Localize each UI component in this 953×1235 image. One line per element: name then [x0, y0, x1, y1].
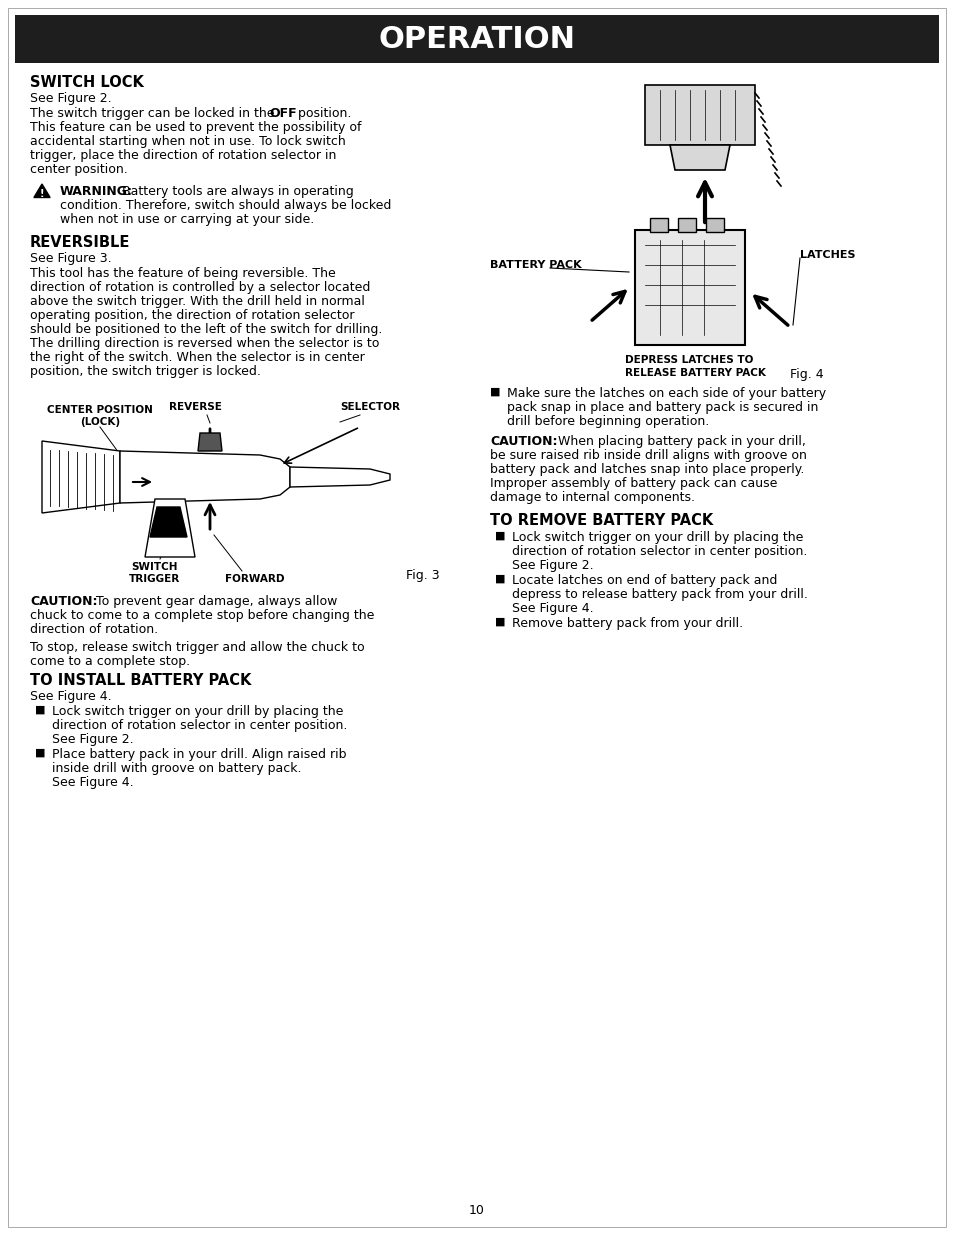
Text: TRIGGER: TRIGGER — [130, 574, 180, 584]
Text: direction of rotation selector in center position.: direction of rotation selector in center… — [512, 545, 806, 558]
Text: Lock switch trigger on your drill by placing the: Lock switch trigger on your drill by pla… — [512, 531, 802, 543]
Text: See Figure 4.: See Figure 4. — [52, 776, 133, 789]
Text: REVERSIBLE: REVERSIBLE — [30, 235, 131, 249]
Text: center position.: center position. — [30, 163, 128, 177]
Bar — [635, 230, 744, 345]
Text: Locate latches on end of battery pack and: Locate latches on end of battery pack an… — [512, 574, 777, 587]
Text: WARNING:: WARNING: — [60, 185, 132, 198]
Text: BATTERY PACK: BATTERY PACK — [490, 261, 581, 270]
Text: Place battery pack in your drill. Align raised rib: Place battery pack in your drill. Align … — [52, 748, 346, 761]
Text: should be positioned to the left of the switch for drilling.: should be positioned to the left of the … — [30, 324, 382, 336]
Text: See Figure 3.: See Figure 3. — [30, 252, 112, 266]
Text: come to a complete stop.: come to a complete stop. — [30, 655, 190, 668]
Text: SELECTOR: SELECTOR — [339, 403, 399, 412]
Text: 10: 10 — [469, 1204, 484, 1216]
Polygon shape — [120, 451, 290, 503]
Text: pack snap in place and battery pack is secured in: pack snap in place and battery pack is s… — [506, 401, 818, 414]
Text: This feature can be used to prevent the possibility of: This feature can be used to prevent the … — [30, 121, 361, 135]
Text: trigger, place the direction of rotation selector in: trigger, place the direction of rotation… — [30, 149, 336, 162]
Text: ■: ■ — [495, 531, 505, 541]
Text: SWITCH: SWITCH — [132, 562, 178, 572]
Text: direction of rotation is controlled by a selector located: direction of rotation is controlled by a… — [30, 282, 370, 294]
Text: See Figure 4.: See Figure 4. — [512, 601, 593, 615]
Text: TO INSTALL BATTERY PACK: TO INSTALL BATTERY PACK — [30, 673, 251, 688]
Text: Make sure the latches on each side of your battery: Make sure the latches on each side of yo… — [506, 387, 825, 400]
Text: ■: ■ — [35, 705, 46, 715]
Text: Fig. 3: Fig. 3 — [406, 569, 439, 582]
Text: when not in use or carrying at your side.: when not in use or carrying at your side… — [60, 212, 314, 226]
Bar — [644, 85, 754, 144]
Polygon shape — [145, 499, 194, 557]
Polygon shape — [290, 467, 390, 487]
Text: depress to release battery pack from your drill.: depress to release battery pack from you… — [512, 588, 807, 601]
Text: inside drill with groove on battery pack.: inside drill with groove on battery pack… — [52, 762, 301, 776]
Text: See Figure 2.: See Figure 2. — [30, 91, 112, 105]
Text: FORWARD: FORWARD — [225, 574, 284, 584]
Text: position.: position. — [294, 107, 351, 120]
Text: be sure raised rib inside drill aligns with groove on: be sure raised rib inside drill aligns w… — [490, 450, 806, 462]
Polygon shape — [42, 441, 120, 513]
Text: See Figure 2.: See Figure 2. — [512, 559, 593, 572]
Text: drill before beginning operation.: drill before beginning operation. — [506, 415, 708, 429]
Text: direction of rotation selector in center position.: direction of rotation selector in center… — [52, 719, 347, 732]
Text: battery pack and latches snap into place properly.: battery pack and latches snap into place… — [490, 463, 803, 475]
Text: RELEASE BATTERY PACK: RELEASE BATTERY PACK — [624, 368, 765, 378]
Text: CAUTION:: CAUTION: — [490, 435, 557, 448]
Text: Fig. 4: Fig. 4 — [789, 368, 822, 382]
Text: !: ! — [40, 189, 44, 199]
Text: ■: ■ — [35, 748, 46, 758]
Text: (LOCK): (LOCK) — [80, 417, 120, 427]
Text: To prevent gear damage, always allow: To prevent gear damage, always allow — [91, 595, 337, 608]
Text: chuck to come to a complete stop before changing the: chuck to come to a complete stop before … — [30, 609, 374, 622]
Text: See Figure 4.: See Figure 4. — [30, 690, 112, 703]
Polygon shape — [198, 433, 222, 451]
Text: The switch trigger can be locked in the: The switch trigger can be locked in the — [30, 107, 278, 120]
Text: Lock switch trigger on your drill by placing the: Lock switch trigger on your drill by pla… — [52, 705, 343, 718]
Text: When placing battery pack in your drill,: When placing battery pack in your drill, — [554, 435, 805, 448]
Text: Improper assembly of battery pack can cause: Improper assembly of battery pack can ca… — [490, 477, 777, 490]
Text: the right of the switch. When the selector is in center: the right of the switch. When the select… — [30, 351, 364, 364]
Text: accidental starting when not in use. To lock switch: accidental starting when not in use. To … — [30, 135, 345, 148]
Bar — [678, 219, 696, 232]
Text: This tool has the feature of being reversible. The: This tool has the feature of being rever… — [30, 267, 335, 280]
Text: ■: ■ — [495, 618, 505, 627]
Text: position, the switch trigger is locked.: position, the switch trigger is locked. — [30, 366, 260, 378]
Bar — [705, 219, 723, 232]
Bar — [15, 15, 938, 63]
Polygon shape — [669, 144, 729, 170]
Text: OPERATION: OPERATION — [378, 25, 575, 53]
Text: LATCHES: LATCHES — [800, 249, 855, 261]
Bar — [649, 219, 667, 232]
Polygon shape — [150, 508, 187, 537]
Text: operating position, the direction of rotation selector: operating position, the direction of rot… — [30, 309, 355, 322]
Text: ■: ■ — [490, 387, 500, 396]
Text: damage to internal components.: damage to internal components. — [490, 492, 695, 504]
Text: CAUTION:: CAUTION: — [30, 595, 97, 608]
Text: above the switch trigger. With the drill held in normal: above the switch trigger. With the drill… — [30, 295, 364, 308]
Text: direction of rotation.: direction of rotation. — [30, 622, 158, 636]
Text: condition. Therefore, switch should always be locked: condition. Therefore, switch should alwa… — [60, 199, 391, 212]
Text: Battery tools are always in operating: Battery tools are always in operating — [118, 185, 354, 198]
Polygon shape — [34, 184, 51, 198]
Text: ■: ■ — [495, 574, 505, 584]
Text: DEPRESS LATCHES TO: DEPRESS LATCHES TO — [624, 354, 753, 366]
Text: SWITCH LOCK: SWITCH LOCK — [30, 75, 144, 90]
Text: See Figure 2.: See Figure 2. — [52, 734, 133, 746]
Text: OFF: OFF — [269, 107, 296, 120]
Text: TO REMOVE BATTERY PACK: TO REMOVE BATTERY PACK — [490, 513, 713, 529]
Text: To stop, release switch trigger and allow the chuck to: To stop, release switch trigger and allo… — [30, 641, 364, 655]
Text: Remove battery pack from your drill.: Remove battery pack from your drill. — [512, 618, 742, 630]
Text: The drilling direction is reversed when the selector is to: The drilling direction is reversed when … — [30, 337, 379, 350]
Text: CENTER POSITION: CENTER POSITION — [47, 405, 152, 415]
Text: REVERSE: REVERSE — [169, 403, 221, 412]
